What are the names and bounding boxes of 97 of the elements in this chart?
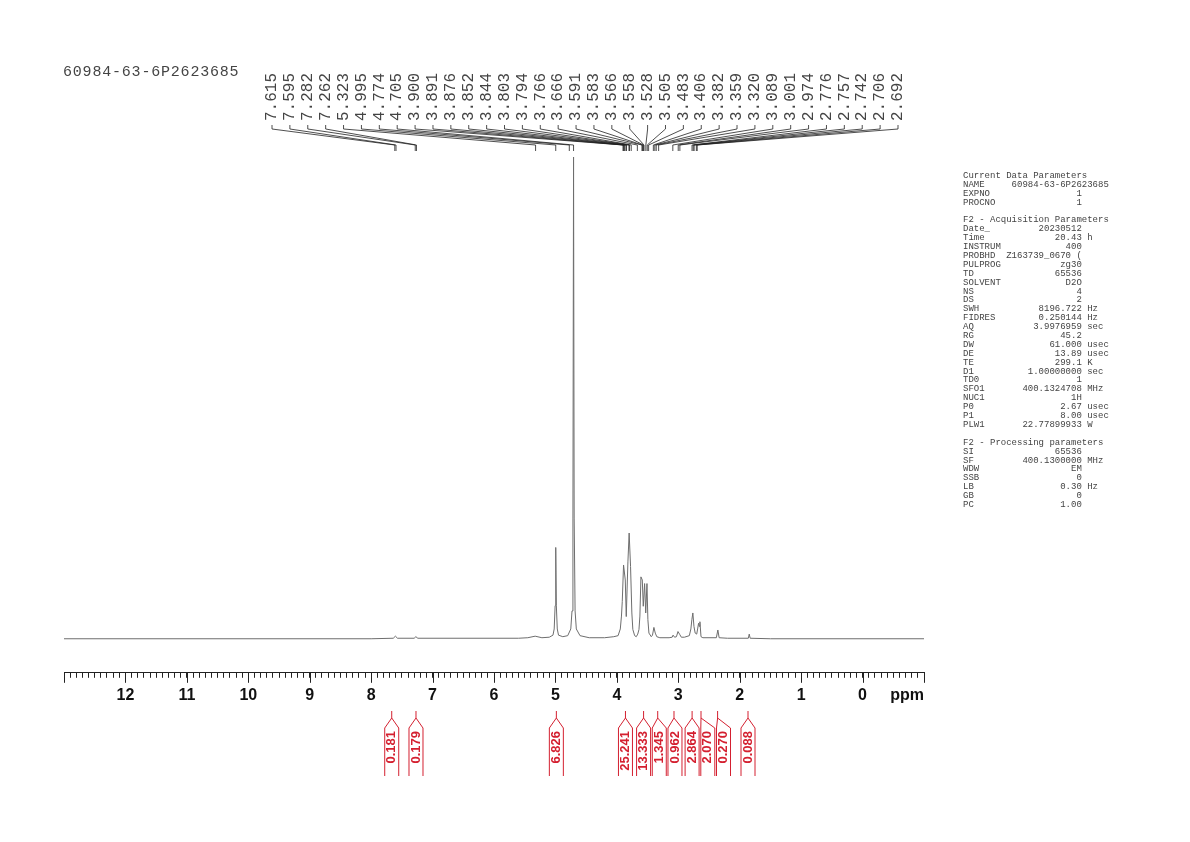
text: SOLVENT D2O: [963, 277, 1083, 288]
text: TE 299.1 K: [963, 357, 1094, 368]
annotation: 13.333: [635, 731, 651, 771]
annotation: 7.282: [299, 72, 318, 121]
x-tick-label: 3: [673, 685, 683, 703]
text: TD 65536: [963, 268, 1083, 279]
x-tick-label: 11: [178, 685, 196, 703]
annotation: 2.864: [683, 730, 699, 764]
annotation: 3.320: [746, 72, 765, 121]
text: Current Data Parameters: [963, 171, 1089, 181]
annotation: 2.742: [853, 72, 872, 121]
text: SFO1 400.1324708 MHz: [963, 384, 1105, 395]
x-tick-label: 1: [796, 685, 806, 703]
annotation: 3.566: [603, 72, 622, 121]
chart-title: 60984-63-6P2623685: [63, 64, 240, 81]
text: SF 400.1300000 MHz: [963, 455, 1105, 466]
x-tick-label: 4: [612, 685, 622, 703]
annotation: 2.692: [889, 72, 908, 121]
annotation: 2.776: [817, 72, 836, 121]
text: TD0 1: [963, 375, 1083, 386]
text: GB 0: [963, 491, 1083, 502]
annotation: 1.345: [650, 731, 666, 764]
text: DW 61.000 usec: [963, 339, 1109, 350]
annotation: 4.995: [352, 72, 371, 121]
annotation: 3.558: [620, 72, 639, 121]
x-tick-label: 0: [858, 685, 868, 703]
text: Time 20.43 h: [963, 233, 1094, 244]
annotation: 3.852: [459, 72, 478, 121]
annotation: 4.705: [388, 72, 407, 121]
annotation: 3.844: [477, 72, 496, 121]
text: NAME 60984-63-6P2623685: [963, 179, 1109, 190]
text: RG 45.2: [963, 331, 1083, 342]
annotation: 3.505: [656, 72, 675, 121]
annotation: 3.794: [513, 72, 532, 121]
annotation: 3.876: [442, 72, 461, 121]
text: P0 2.67 usec: [963, 402, 1109, 413]
text: LB 0.30 Hz: [963, 482, 1100, 493]
annotation: 4.774: [370, 72, 389, 121]
annotation: 2.757: [835, 72, 854, 121]
text: PC 1.00: [963, 499, 1083, 510]
annotation: 0.088: [739, 731, 755, 764]
annotation: 25.241: [617, 731, 633, 771]
annotation: 7.262: [316, 72, 335, 121]
text: SI 65536: [963, 446, 1082, 457]
annotation: 3.483: [674, 72, 693, 121]
annotation: 2.070: [699, 731, 715, 764]
x-axis-title: ppm: [890, 685, 924, 703]
x-tick-label: 6: [489, 685, 499, 703]
annotation: 6.826: [547, 731, 563, 764]
annotation: 3.891: [424, 72, 443, 121]
text: PROCNO 1: [963, 197, 1083, 208]
text: NUC1 1H: [963, 393, 1083, 404]
annotation: 7.615: [263, 72, 282, 121]
text: DE 13.89 usec: [963, 348, 1109, 359]
annotation: 3.359: [728, 72, 747, 121]
text: F2 - Acquisition Parameters: [963, 215, 1109, 226]
text: PULPROG zg30: [963, 259, 1083, 270]
annotation: 0.179: [407, 731, 423, 764]
annotation: 3.001: [781, 72, 800, 121]
x-tick-label: 5: [550, 685, 560, 703]
annotation: 5.323: [334, 72, 353, 121]
annotation: 3.382: [710, 72, 729, 121]
annotation: 3.528: [638, 72, 657, 121]
text: Date_ 20230512: [963, 224, 1083, 235]
x-tick-label: 8: [366, 685, 376, 703]
x-tick-label: 10: [239, 685, 258, 703]
text: DS 2: [963, 295, 1083, 306]
text: SSB 0: [963, 473, 1083, 484]
text: AQ 3.9976959 sec: [963, 322, 1105, 333]
text: PLW1 22.77899933 W: [963, 419, 1094, 430]
annotation: 0.270: [715, 731, 731, 764]
text: NS 4: [963, 286, 1083, 297]
annotation: 3.591: [567, 72, 586, 121]
text: P1 8.00 usec: [963, 411, 1109, 422]
annotation: 3.900: [406, 72, 425, 121]
x-tick-label: 12: [116, 685, 135, 703]
text: SWH 8196.722 Hz: [963, 304, 1100, 315]
text: WDW EM: [963, 464, 1083, 475]
annotation: 3.406: [692, 72, 711, 121]
annotation: 3.089: [764, 72, 783, 121]
text: EXPNO 1: [963, 188, 1083, 199]
annotation: 2.706: [871, 72, 890, 121]
annotation: 7.595: [281, 72, 300, 121]
annotation: 0.962: [666, 731, 682, 764]
annotation: 2.974: [799, 72, 818, 121]
annotation: 3.766: [531, 72, 550, 121]
text: F2 - Processing parameters: [963, 437, 1105, 448]
annotation: 0.181: [383, 731, 399, 764]
annotation: 3.803: [495, 72, 514, 121]
x-tick-label: 7: [428, 685, 438, 703]
text: FIDRES 0.250144 Hz: [963, 313, 1100, 324]
x-tick-label: 9: [305, 685, 315, 703]
text: D1 1.00000000 sec: [963, 366, 1105, 377]
annotation: 3.666: [549, 72, 568, 121]
text: PROBHD Z163739_0670 (: [963, 251, 1083, 261]
x-tick-label: 2: [735, 685, 745, 703]
annotation: 3.583: [585, 72, 604, 121]
